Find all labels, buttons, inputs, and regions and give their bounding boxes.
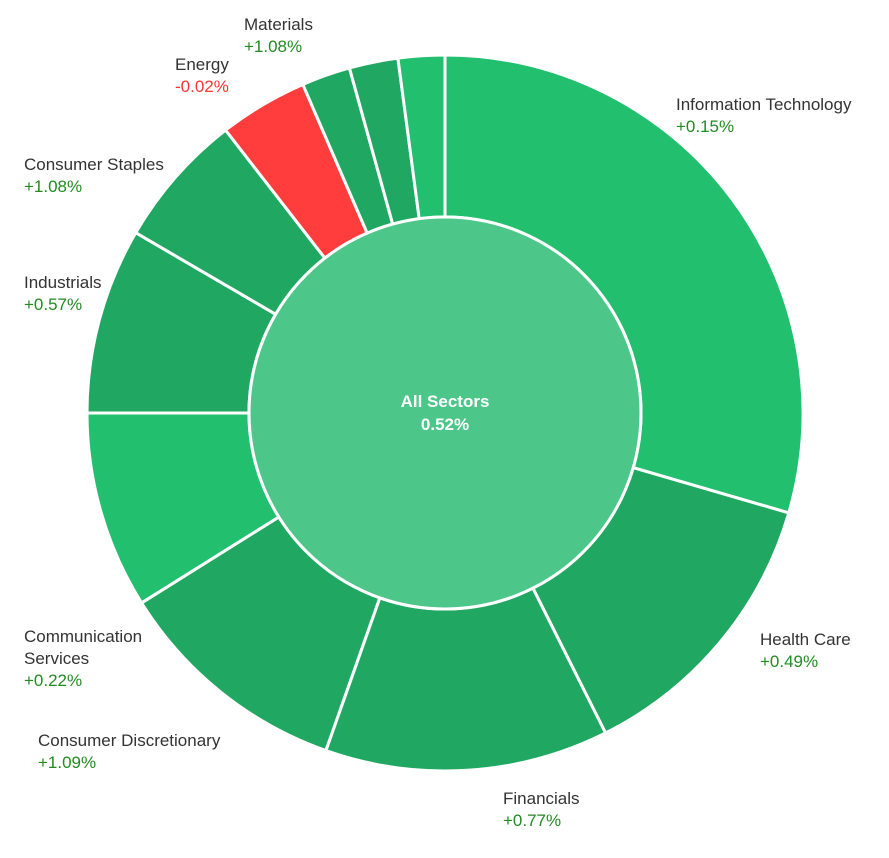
sector-labels: Information Technology +0.15% Health Care +…	[24, 15, 852, 830]
change-energy: -0.02%	[175, 77, 229, 96]
label-financials: Financials	[503, 789, 580, 808]
label-consumer-discretionary: Consumer Discretionary	[38, 731, 221, 750]
change-financials: +0.77%	[503, 811, 561, 830]
center-name-label: All Sectors	[401, 392, 490, 411]
label-communication-services-line-1: Communication	[24, 627, 142, 646]
label-health-care: Health Care	[760, 630, 851, 649]
change-information-technology: +0.15%	[676, 117, 734, 136]
label-communication-services-line-2: Services	[24, 649, 89, 668]
change-industrials: +0.57%	[24, 295, 82, 314]
change-consumer-discretionary: +1.09%	[38, 753, 96, 772]
label-information-technology: Information Technology	[676, 95, 852, 114]
label-materials: Materials	[244, 15, 313, 34]
sector-slices	[85, 53, 805, 773]
change-health-care: +0.49%	[760, 652, 818, 671]
center-change-label: 0.52%	[421, 415, 469, 434]
change-materials: +1.08%	[244, 37, 302, 56]
label-consumer-staples: Consumer Staples	[24, 155, 164, 174]
label-energy: Energy	[175, 55, 229, 74]
change-communication-services: +0.22%	[24, 671, 82, 690]
change-consumer-staples: +1.08%	[24, 177, 82, 196]
center-circle[interactable]	[247, 215, 643, 611]
label-industrials: Industrials	[24, 273, 101, 292]
